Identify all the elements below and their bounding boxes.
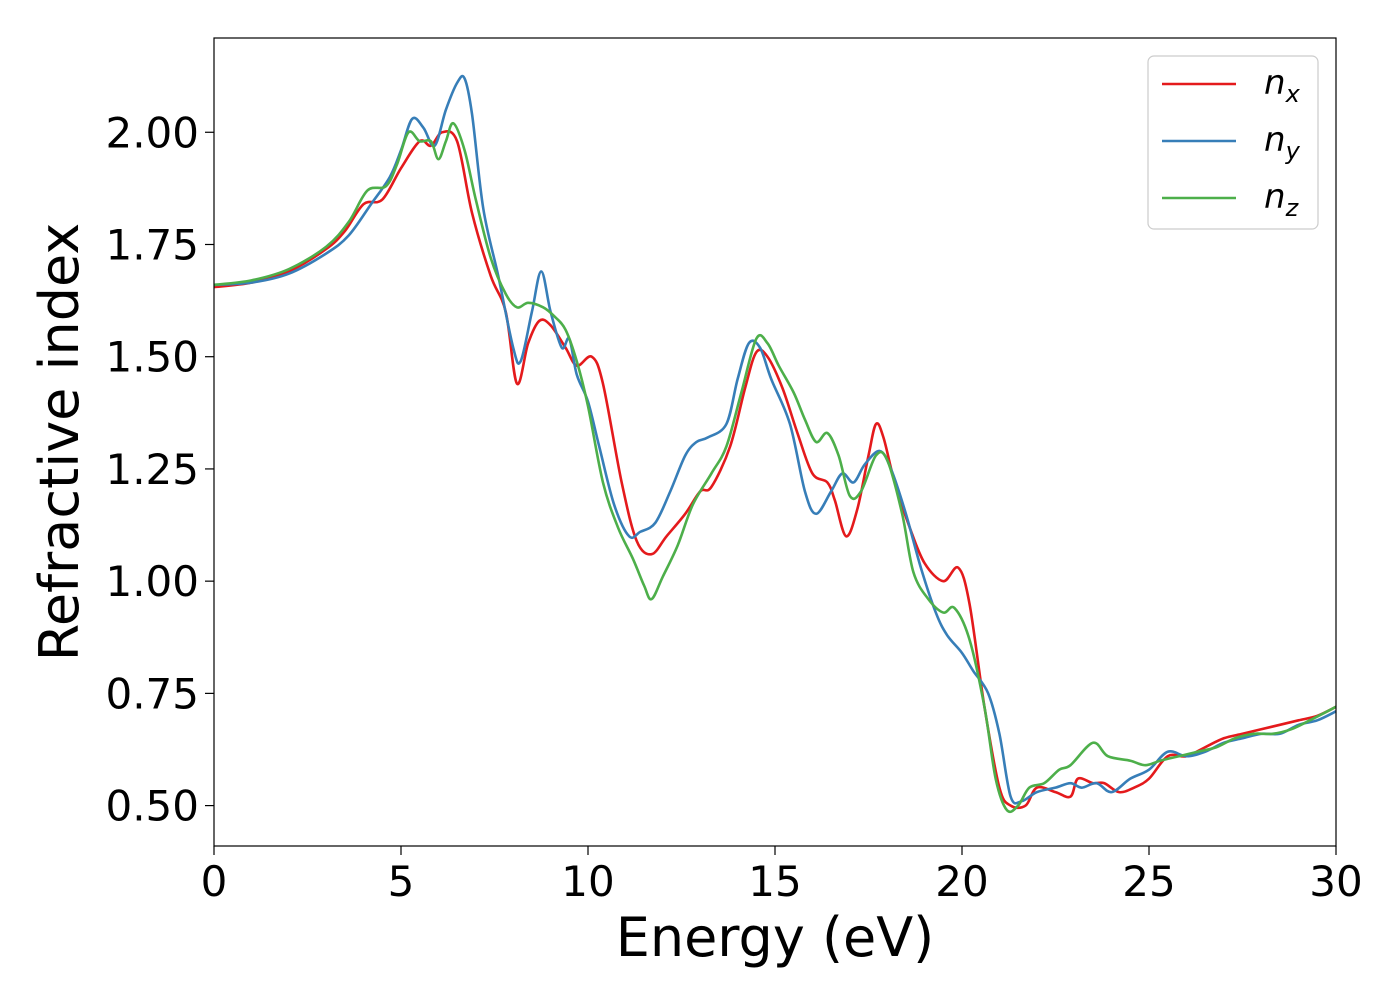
y-tick-label: 1.00	[105, 557, 199, 606]
x-axis: 0 5 10 15 20 25 30	[201, 846, 1363, 906]
legend-label-nz: nz	[1264, 177, 1300, 222]
series-lines	[214, 74, 1336, 814]
series-line-ny	[214, 74, 1336, 805]
y-tick-label: 0.75	[105, 669, 199, 718]
y-tick-label: 1.50	[105, 333, 199, 382]
y-tick-label: 0.50	[105, 782, 199, 831]
y-axis-label: Refractive index	[28, 223, 91, 662]
y-tick-label: 2.00	[105, 108, 199, 157]
x-tick-label: 5	[388, 857, 415, 906]
legend-label-nx: nx	[1264, 63, 1301, 108]
series-line-nx	[214, 129, 1336, 810]
legend-box	[1147, 55, 1319, 230]
x-tick-label: 15	[748, 857, 801, 906]
x-tick-label: 10	[561, 857, 614, 906]
x-tick-label: 25	[1122, 857, 1175, 906]
y-tick-label: 1.25	[105, 445, 199, 494]
x-tick-label: 0	[201, 857, 228, 906]
x-tick-label: 20	[935, 857, 988, 906]
y-tick-label: 1.75	[105, 220, 199, 269]
series-line-nz	[214, 121, 1336, 814]
legend: nx ny nz	[1147, 55, 1319, 230]
legend-label-ny: ny	[1264, 120, 1301, 165]
y-axis: 0.50 0.75 1.00 1.25 1.50 1.75 2.00	[105, 108, 214, 831]
x-tick-label: 30	[1309, 857, 1362, 906]
x-axis-label: Energy (eV)	[616, 906, 935, 969]
